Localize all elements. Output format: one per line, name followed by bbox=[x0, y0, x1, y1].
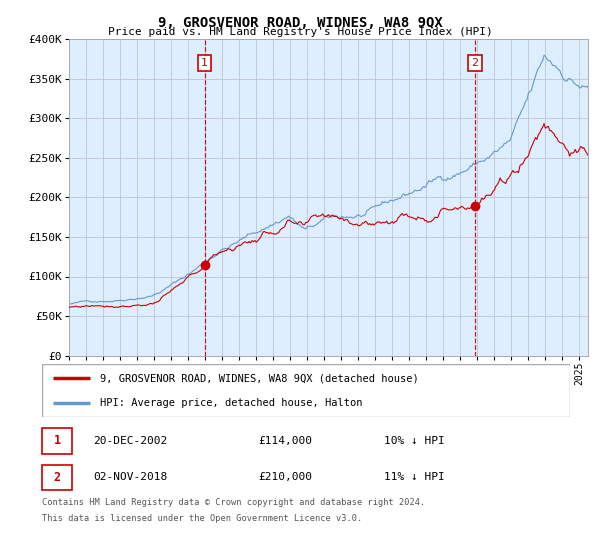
Text: 11% ↓ HPI: 11% ↓ HPI bbox=[384, 473, 445, 482]
Text: 2: 2 bbox=[471, 58, 478, 68]
Text: 20-DEC-2002: 20-DEC-2002 bbox=[93, 436, 167, 446]
Text: 02-NOV-2018: 02-NOV-2018 bbox=[93, 473, 167, 482]
Text: 10% ↓ HPI: 10% ↓ HPI bbox=[384, 436, 445, 446]
Text: HPI: Average price, detached house, Halton: HPI: Average price, detached house, Halt… bbox=[100, 398, 362, 408]
Text: 1: 1 bbox=[53, 435, 61, 447]
Text: 9, GROSVENOR ROAD, WIDNES, WA8 9QX (detached house): 9, GROSVENOR ROAD, WIDNES, WA8 9QX (deta… bbox=[100, 374, 419, 384]
Text: Contains HM Land Registry data © Crown copyright and database right 2024.: Contains HM Land Registry data © Crown c… bbox=[42, 498, 425, 507]
Text: 2: 2 bbox=[53, 471, 61, 484]
Text: 1: 1 bbox=[201, 58, 208, 68]
Text: £114,000: £114,000 bbox=[258, 436, 312, 446]
Text: This data is licensed under the Open Government Licence v3.0.: This data is licensed under the Open Gov… bbox=[42, 514, 362, 523]
Text: £210,000: £210,000 bbox=[258, 473, 312, 482]
Text: 9, GROSVENOR ROAD, WIDNES, WA8 9QX: 9, GROSVENOR ROAD, WIDNES, WA8 9QX bbox=[158, 16, 442, 30]
Text: Price paid vs. HM Land Registry's House Price Index (HPI): Price paid vs. HM Land Registry's House … bbox=[107, 27, 493, 37]
